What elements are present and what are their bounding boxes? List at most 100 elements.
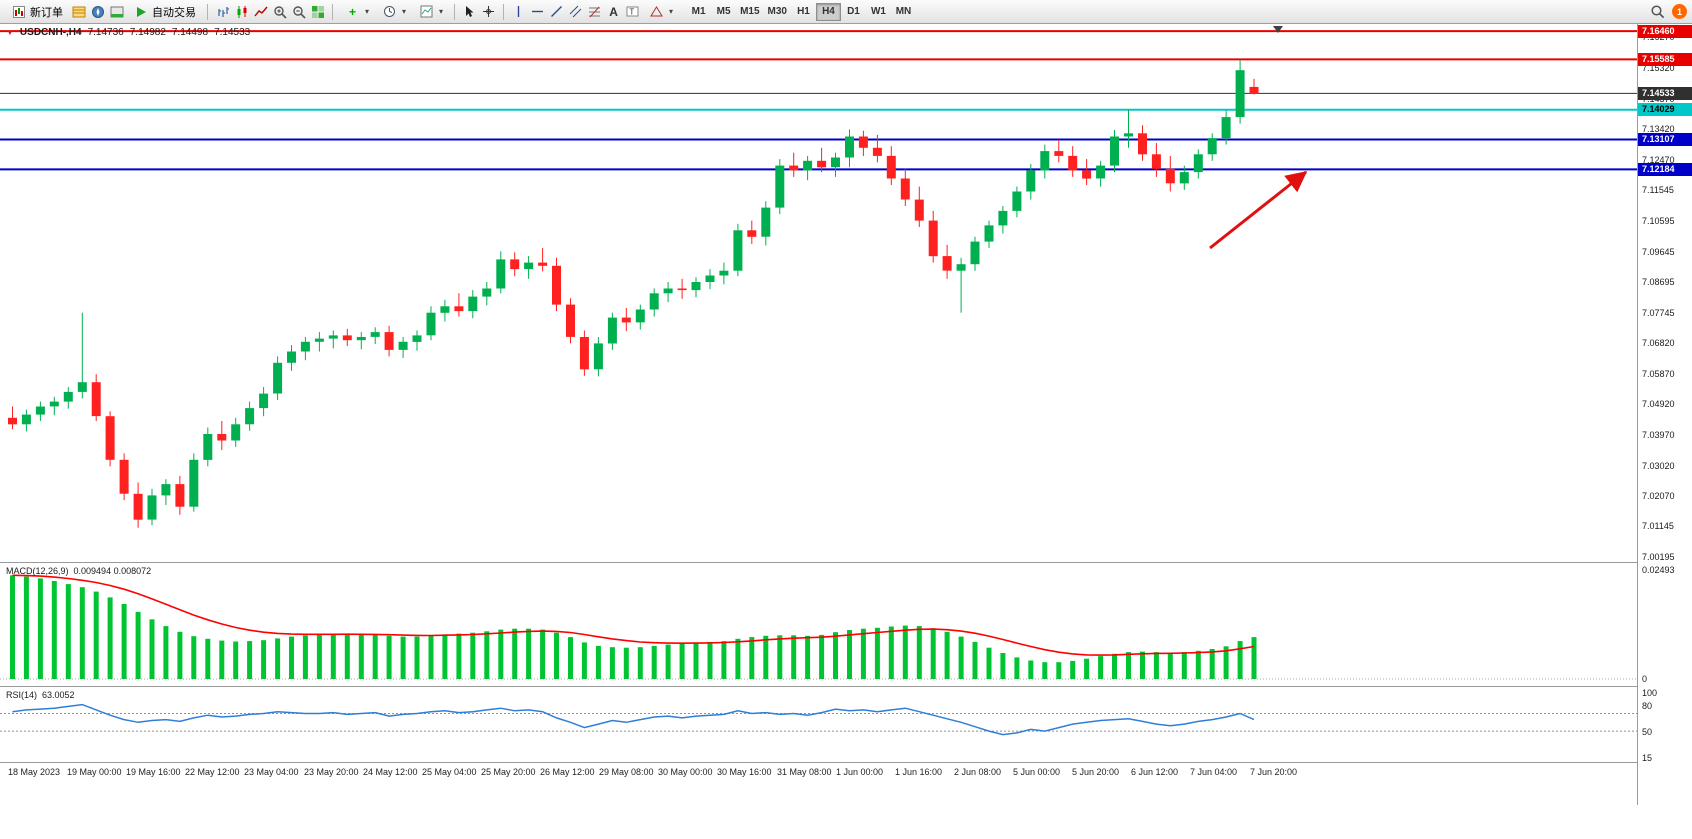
toolbar-separator [454, 3, 456, 20]
tile-windows-icon[interactable] [309, 4, 326, 20]
timeframe-button-mn[interactable]: MN [891, 3, 916, 21]
rsi-tick-label: 15 [1642, 753, 1653, 763]
new-order-button[interactable]: 新订单 [5, 2, 68, 22]
time-axis-label: 19 May 00:00 [67, 767, 122, 777]
macd-title: MACD(12,26,9) [6, 566, 69, 576]
toolbar-right-group: 1 [1649, 4, 1687, 20]
notification-badge[interactable]: 1 [1672, 4, 1687, 19]
timeframe-button-m1[interactable]: M1 [686, 3, 711, 21]
time-axis-label: 31 May 08:00 [777, 767, 832, 777]
time-axis-label: 25 May 04:00 [422, 767, 477, 777]
price-line-badge: 7.14533 [1638, 86, 1692, 100]
timeframe-button-h4[interactable]: H4 [815, 2, 841, 21]
time-axis-label: 19 May 16:00 [126, 767, 181, 777]
macd-panel-canvas[interactable] [0, 563, 1637, 686]
timeframe-button-m30[interactable]: M30 [764, 3, 791, 21]
templates-button[interactable]: ▾ [413, 2, 448, 22]
time-axis-label: 30 May 00:00 [658, 767, 713, 777]
shapes-icon [648, 4, 665, 20]
chart-shift-icon [1273, 26, 1283, 33]
search-icon[interactable] [1649, 4, 1666, 20]
time-axis-label: 18 May 2023 [8, 767, 61, 777]
price-axis[interactable]: 7.162707.153207.143707.134207.124707.115… [1637, 24, 1692, 805]
main-toolbar: 新订单 自动交易 [0, 0, 1692, 24]
time-axis-label: 2 Jun 08:00 [954, 767, 1002, 777]
price-tick-label: 7.06820 [1642, 337, 1675, 348]
rsi-tick-label: 50 [1642, 727, 1653, 738]
terminal-icon[interactable] [108, 4, 125, 20]
timeframe-button-h1[interactable]: H1 [791, 3, 816, 21]
panel-separator[interactable] [0, 562, 1692, 563]
rsi-tick-label: 100 [1642, 688, 1658, 698]
time-axis-label: 6 Jun 12:00 [1131, 767, 1179, 777]
timeframe-button-m5[interactable]: M5 [711, 3, 736, 21]
price-tick-label: 7.13420 [1642, 124, 1675, 135]
price-line-badge: 7.13107 [1638, 133, 1692, 146]
price-line-badge: 7.12184 [1638, 162, 1692, 176]
zoom-in-icon[interactable] [271, 4, 288, 20]
ohlc-low: 7.14498 [171, 27, 209, 38]
price-line-badge: 7.16460 [1638, 24, 1692, 38]
time-axis-label: 1 Jun 16:00 [895, 767, 943, 777]
time-axis-label: 5 Jun 20:00 [1072, 767, 1120, 777]
timeframe-button-w1[interactable]: W1 [866, 3, 891, 21]
bar-chart-icon[interactable] [214, 4, 231, 20]
caret-icon: ▾ [365, 7, 370, 16]
time-axis[interactable]: 18 May 2023 19 May 00:00 19 May 16:00 22 Ma… [0, 763, 1637, 783]
shapes-button[interactable]: ▾ [643, 2, 678, 22]
price-tick-label: 7.15320 [1642, 63, 1675, 73]
periods-icon [381, 4, 398, 20]
ohlc-close: 7.14533 [214, 27, 251, 38]
time-axis-label: 5 Jun 00:00 [1013, 767, 1061, 777]
timeframe-group: M1 M5 M15 M30 H1 H4 D1 W1 MN [686, 2, 916, 21]
caret-icon: ▾ [439, 7, 444, 16]
fibonacci-icon[interactable] [586, 4, 603, 20]
autotrade-button[interactable]: 自动交易 [127, 2, 201, 22]
rsi-panel-canvas[interactable] [0, 687, 1637, 762]
price-tick-label: 7.02070 [1642, 491, 1675, 502]
ohlc-high: 7.14982 [129, 27, 166, 38]
autotrade-label: 自动交易 [152, 6, 196, 19]
time-axis-label: 23 May 04:00 [244, 767, 299, 777]
symbol-label: USDCNH-,H4 [19, 27, 82, 38]
caret-icon: ▾ [402, 7, 407, 16]
price-tick-label: 7.03020 [1642, 460, 1675, 471]
price-tick-label: 7.08695 [1642, 277, 1675, 288]
text-icon[interactable]: A [609, 4, 618, 19]
time-axis-label: 1 Jun 00:00 [836, 767, 884, 777]
toolbar-separator [332, 3, 333, 20]
panel-separator[interactable] [0, 686, 1692, 687]
candlestick-icon[interactable] [233, 4, 250, 20]
vertical-line-icon[interactable] [510, 4, 527, 20]
periods-button[interactable]: ▾ [376, 2, 411, 22]
new-order-label: 新订单 [30, 6, 63, 19]
time-axis-label: 23 May 20:00 [304, 767, 359, 777]
macd-label: MACD(12,26,9) 0.009494 0.008072 [6, 566, 156, 576]
price-tick-label: 7.11545 [1642, 185, 1674, 195]
toolbar-separator [503, 3, 505, 20]
timeframe-button-m15[interactable]: M15 [736, 3, 763, 21]
price-tick-label: 7.03970 [1642, 429, 1675, 440]
caret-icon: ▾ [669, 7, 674, 16]
time-axis-label: 7 Jun 20:00 [1250, 767, 1298, 777]
market-watch-icon[interactable] [70, 4, 87, 20]
price-tick-label: 7.01145 [1642, 521, 1674, 532]
rsi-value: 63.0052 [42, 690, 75, 700]
price-tick-label: 7.05870 [1642, 368, 1675, 379]
zoom-out-icon[interactable] [290, 4, 307, 20]
timeframe-button-d1[interactable]: D1 [841, 3, 866, 21]
navigator-icon[interactable] [89, 4, 106, 20]
channel-icon[interactable] [567, 4, 584, 20]
price-chart-canvas[interactable] [0, 24, 1637, 562]
indicators-button[interactable]: + ▾ [339, 2, 374, 22]
trendline-icon[interactable] [548, 4, 565, 20]
label-icon[interactable]: T [624, 4, 641, 20]
cursor-icon[interactable] [461, 4, 478, 20]
time-axis-label: 7 Jun 04:00 [1190, 767, 1238, 777]
toolbar-separator [207, 3, 208, 20]
rsi-label: RSI(14) 63.0052 [6, 690, 80, 700]
crosshair-icon[interactable] [480, 4, 497, 20]
horizontal-line-icon[interactable] [529, 4, 546, 20]
indicators-icon: + [348, 4, 356, 19]
line-chart-icon[interactable] [252, 4, 269, 20]
